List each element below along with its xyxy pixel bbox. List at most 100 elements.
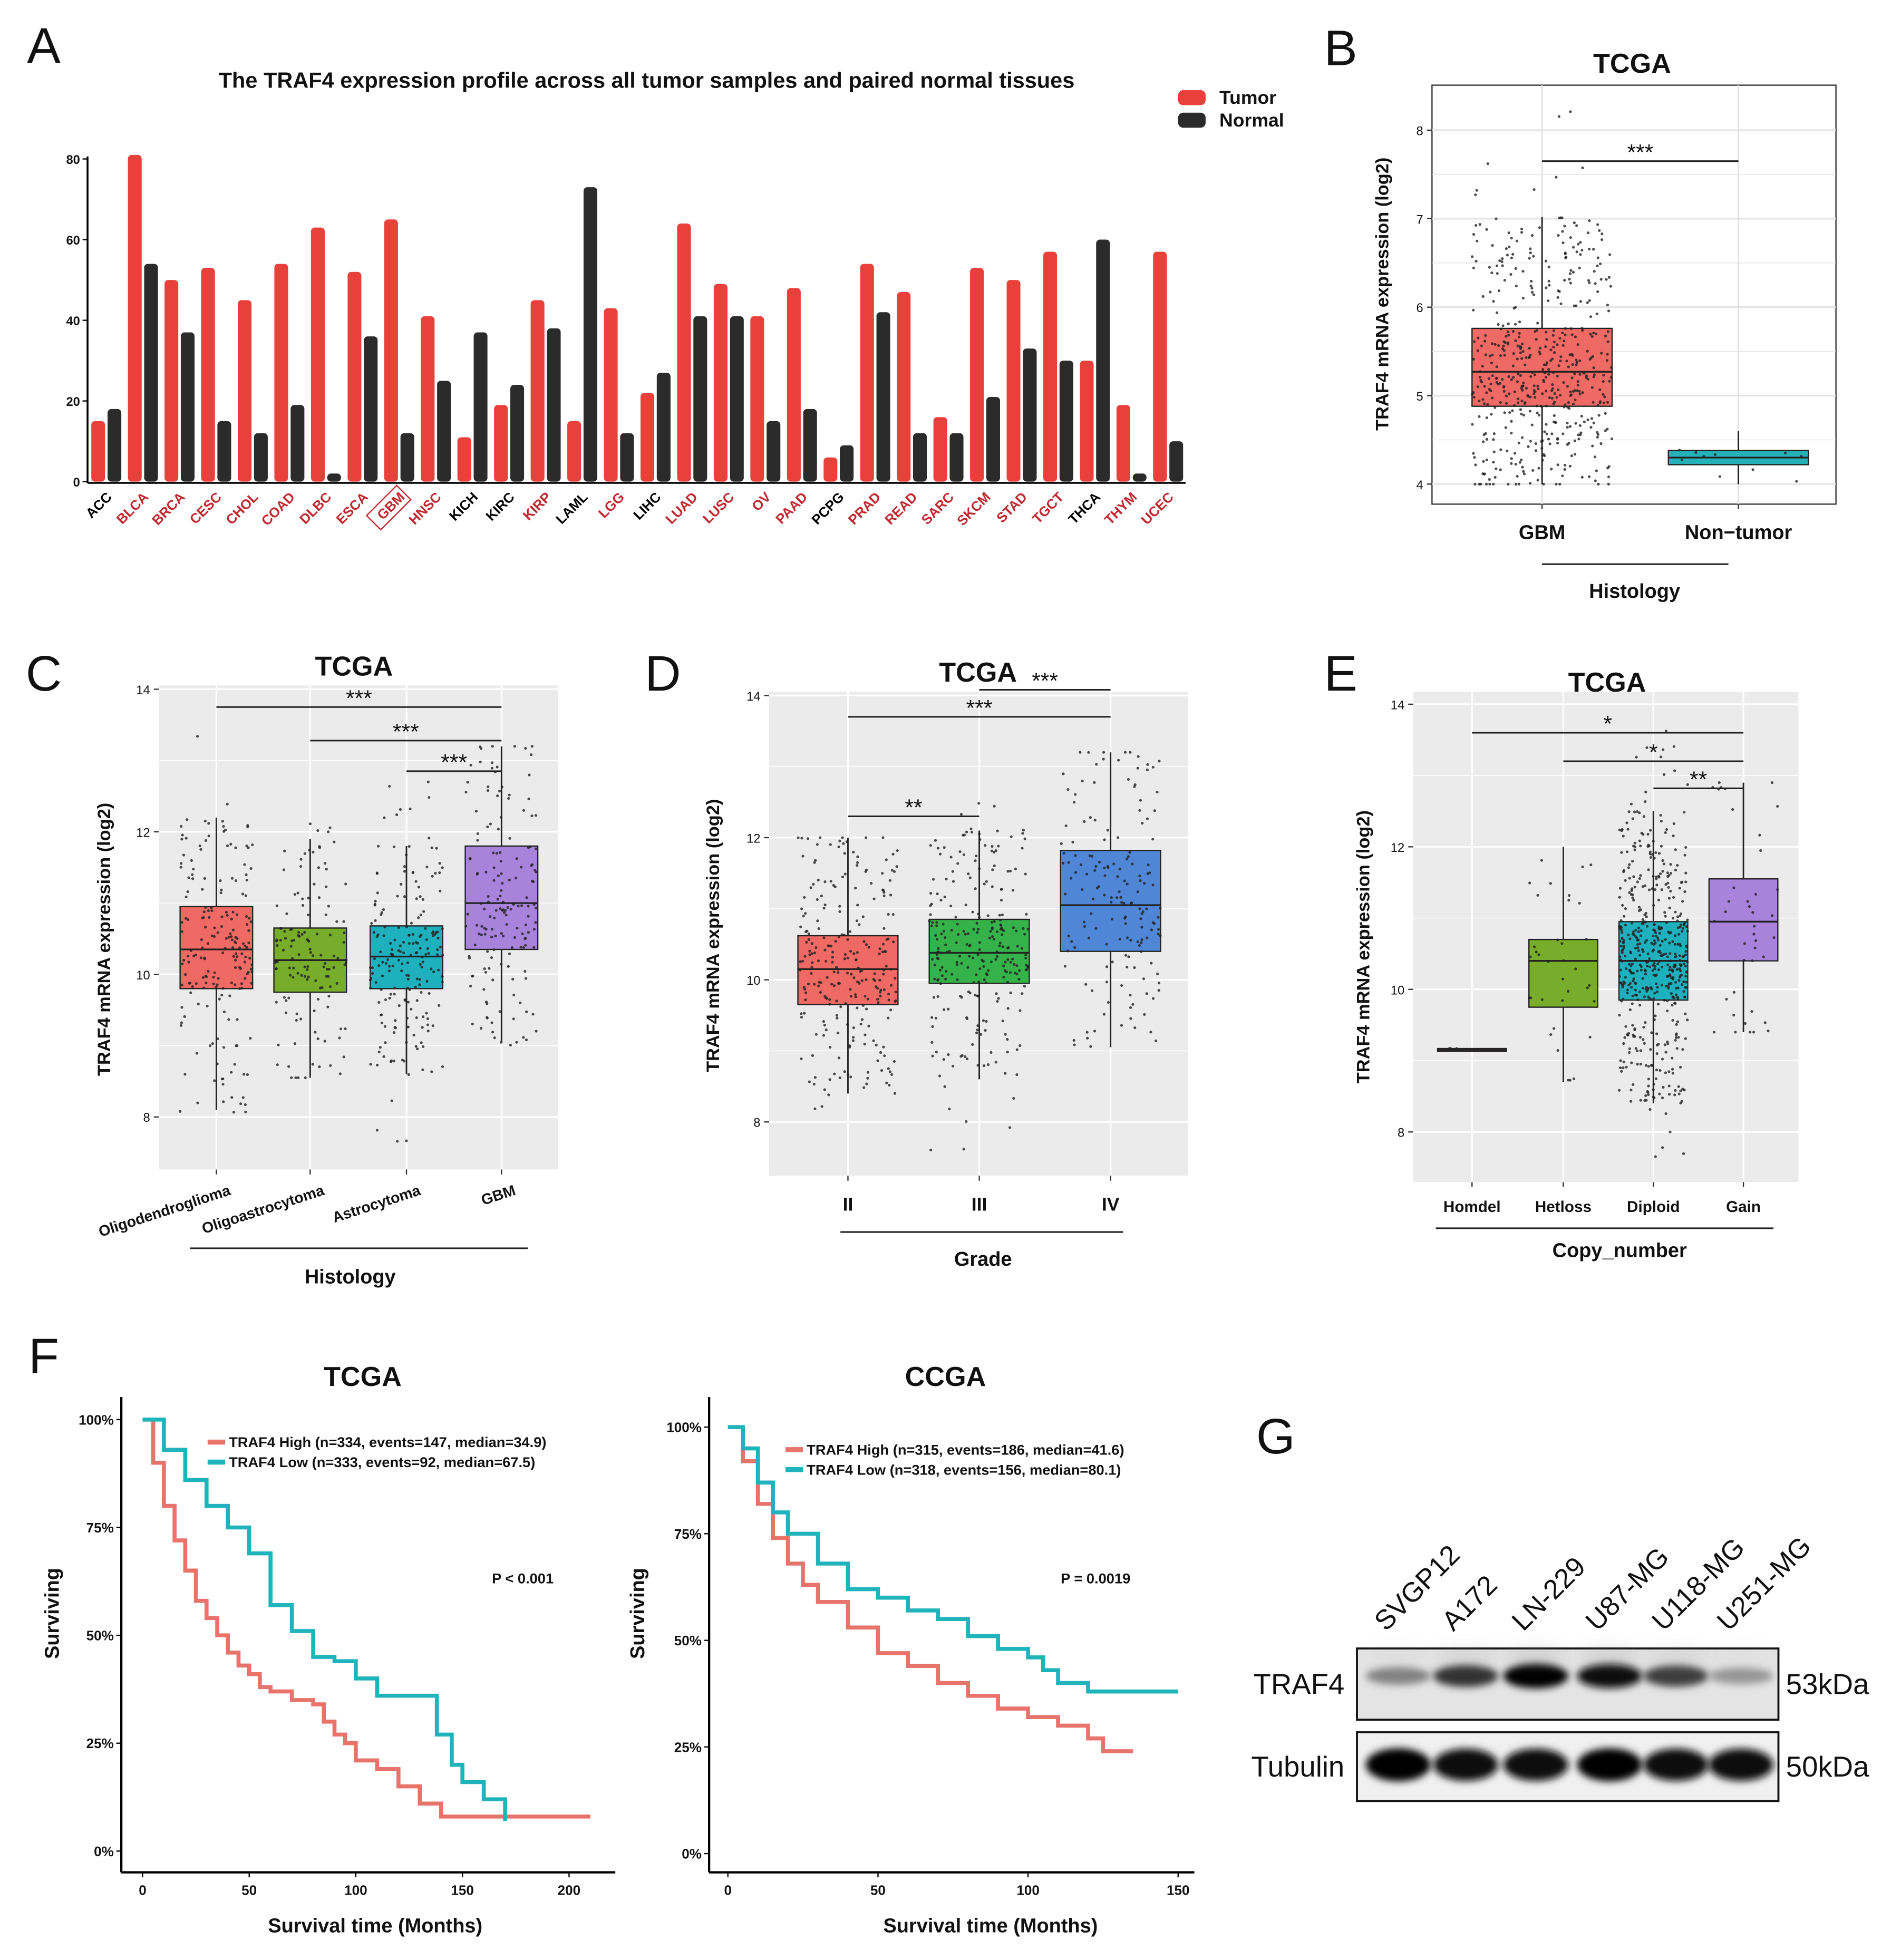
data-point bbox=[1587, 475, 1591, 478]
data-point bbox=[436, 953, 439, 956]
data-point bbox=[1503, 354, 1506, 357]
data-point bbox=[1621, 985, 1624, 989]
data-point bbox=[284, 1011, 288, 1014]
data-point bbox=[955, 941, 958, 944]
data-point bbox=[1685, 925, 1688, 928]
data-point bbox=[1664, 952, 1667, 956]
data-point bbox=[1674, 955, 1677, 958]
data-point bbox=[1483, 339, 1487, 343]
data-point bbox=[977, 913, 980, 916]
significance-label: *** bbox=[393, 719, 419, 744]
data-point bbox=[479, 760, 482, 763]
data-point bbox=[1624, 879, 1627, 882]
data-point bbox=[222, 1046, 226, 1049]
data-point bbox=[203, 877, 206, 880]
data-point bbox=[1553, 414, 1556, 418]
data-point bbox=[1573, 304, 1576, 307]
data-point bbox=[233, 940, 237, 944]
data-point bbox=[1634, 957, 1637, 960]
data-point bbox=[1627, 963, 1631, 966]
category-label: UCEC bbox=[1138, 489, 1177, 528]
data-point bbox=[498, 790, 501, 793]
data-point bbox=[1684, 1012, 1687, 1015]
data-point bbox=[1095, 887, 1099, 890]
data-point bbox=[837, 971, 840, 974]
data-point bbox=[1578, 901, 1581, 905]
data-point bbox=[1537, 413, 1541, 417]
data-point bbox=[234, 958, 237, 962]
data-point bbox=[183, 1015, 186, 1018]
normal-bar bbox=[254, 433, 268, 482]
data-point bbox=[192, 867, 195, 871]
data-point bbox=[1679, 959, 1682, 962]
data-point bbox=[1759, 849, 1762, 852]
category-label: LUSC bbox=[700, 489, 738, 527]
data-point bbox=[490, 927, 494, 931]
data-point bbox=[1088, 854, 1091, 858]
data-point bbox=[1664, 831, 1667, 835]
panel-letter: F bbox=[28, 1328, 59, 1384]
data-point bbox=[1136, 940, 1139, 944]
data-point bbox=[1557, 289, 1560, 293]
data-point bbox=[962, 833, 965, 837]
category-label: KICH bbox=[446, 489, 481, 523]
data-point bbox=[375, 935, 379, 938]
data-point bbox=[1083, 925, 1087, 928]
data-point bbox=[993, 920, 996, 923]
data-point bbox=[1595, 312, 1598, 316]
data-point bbox=[1508, 411, 1511, 414]
data-point bbox=[956, 923, 959, 926]
data-point bbox=[1566, 421, 1569, 425]
category-label: PRAD bbox=[845, 489, 884, 527]
data-point bbox=[950, 928, 953, 932]
data-point bbox=[204, 926, 207, 929]
data-point bbox=[937, 957, 940, 960]
data-point bbox=[511, 977, 515, 981]
data-point bbox=[890, 869, 894, 872]
data-point bbox=[1513, 452, 1517, 455]
data-point bbox=[221, 1083, 225, 1086]
data-point bbox=[283, 849, 286, 852]
data-point bbox=[247, 941, 250, 945]
data-point bbox=[1619, 1059, 1622, 1062]
data-point bbox=[1634, 993, 1637, 997]
data-point bbox=[1663, 1043, 1666, 1046]
data-point bbox=[1499, 327, 1502, 331]
data-point bbox=[307, 939, 311, 943]
data-point bbox=[1550, 468, 1553, 471]
data-point bbox=[1561, 241, 1565, 245]
data-point bbox=[203, 819, 207, 823]
data-point bbox=[1117, 836, 1120, 839]
data-point bbox=[204, 974, 207, 978]
data-point bbox=[1491, 353, 1494, 357]
data-point bbox=[377, 1001, 381, 1004]
data-point bbox=[989, 929, 992, 933]
data-point bbox=[976, 994, 979, 997]
data-point bbox=[505, 914, 508, 917]
data-point bbox=[976, 1024, 979, 1027]
category-label: CHOL bbox=[222, 489, 261, 528]
data-point bbox=[1645, 925, 1649, 928]
data-point bbox=[1600, 352, 1603, 355]
data-point bbox=[301, 897, 304, 900]
data-point bbox=[207, 835, 210, 838]
data-point bbox=[483, 933, 487, 936]
data-point bbox=[185, 837, 188, 840]
row-label: Tubulin bbox=[1251, 1751, 1344, 1783]
data-point bbox=[1528, 881, 1531, 885]
data-point bbox=[1523, 402, 1526, 405]
data-point bbox=[1575, 361, 1578, 364]
data-point bbox=[952, 1064, 955, 1068]
data-point bbox=[1563, 278, 1566, 282]
data-point bbox=[931, 958, 934, 961]
data-point bbox=[411, 933, 415, 936]
data-point bbox=[1569, 390, 1572, 393]
data-point bbox=[342, 940, 346, 944]
data-point bbox=[1127, 855, 1130, 858]
data-point bbox=[190, 859, 193, 862]
category-label: II bbox=[843, 1194, 853, 1215]
data-point bbox=[236, 1044, 239, 1047]
data-point bbox=[985, 1020, 988, 1023]
